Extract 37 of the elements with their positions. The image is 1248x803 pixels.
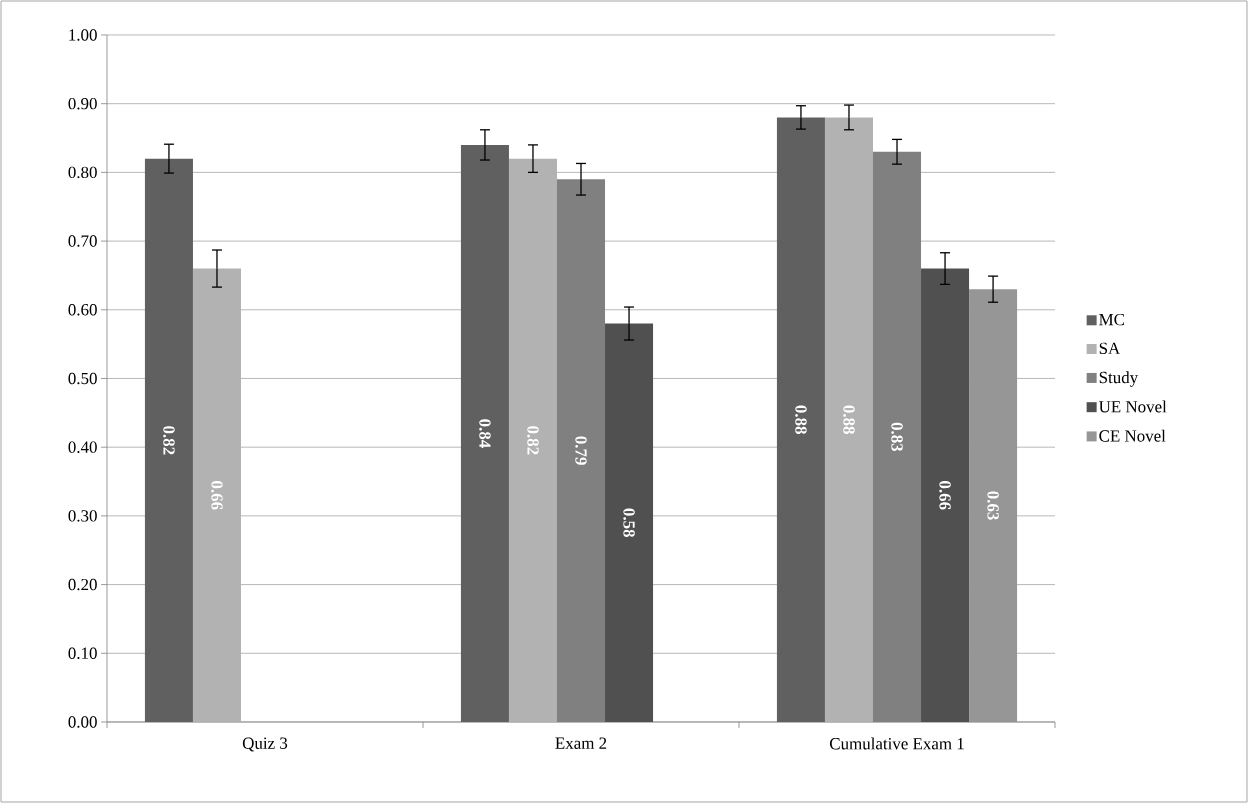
x-tick-label: Cumulative Exam 1 (829, 737, 964, 750)
bar (969, 289, 1018, 722)
bar (776, 117, 825, 722)
y-tick-label: 1.00 (69, 29, 97, 41)
legend-label: SA (1099, 342, 1121, 355)
bar (605, 323, 654, 722)
data-label: 0.82 (163, 426, 175, 455)
bar (921, 268, 970, 722)
legend-label: CE Novel (1099, 429, 1166, 442)
x-tick-label: Exam 2 (555, 737, 607, 749)
data-label: 0.83 (891, 422, 903, 452)
data-label: 0.88 (795, 405, 807, 434)
y-tick-label: 0.60 (68, 304, 97, 316)
y-tick-label: 0.50 (68, 372, 97, 385)
data-label: 0.63 (987, 491, 999, 520)
bar (144, 158, 193, 722)
y-tick-label: 0.40 (68, 441, 97, 453)
data-label: 0.66 (939, 481, 951, 510)
legend-label: MC (1099, 313, 1125, 326)
data-label: 0.79 (575, 436, 587, 465)
x-tick-label: Quiz 3 (242, 737, 288, 752)
data-label: 0.88 (843, 405, 855, 434)
y-tick-label: 0.00 (68, 716, 97, 728)
data-label: 0.66 (211, 481, 223, 510)
data-label: 0.84 (479, 419, 491, 448)
legend-label: Study (1099, 371, 1139, 387)
y-tick-label: 0.20 (68, 578, 97, 591)
y-tick-label: 0.90 (68, 97, 97, 110)
y-tick-label: 0.10 (68, 647, 97, 660)
bar (460, 144, 509, 722)
data-label: 0.58 (623, 508, 635, 538)
legend-label: UE Novel (1098, 400, 1167, 413)
y-tick-label: 0.80 (68, 166, 97, 179)
bar (824, 117, 873, 722)
y-tick-label: 0.70 (68, 235, 97, 247)
data-label: 0.82 (527, 426, 539, 455)
y-tick-label: 0.30 (68, 510, 97, 522)
